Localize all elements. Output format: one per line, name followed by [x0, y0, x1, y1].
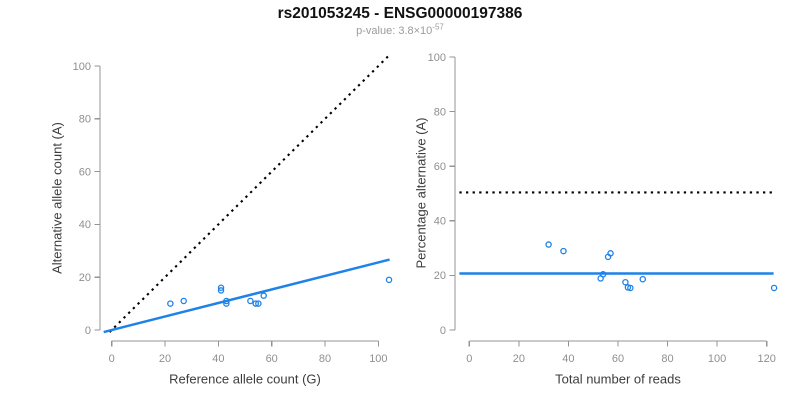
y-tick-label: 0 — [440, 325, 446, 337]
figure-title: rs201053245 - ENSG00000197386 — [277, 5, 523, 22]
right-plot: 0 20 40 60 80 100 0 20 40 60 80 100 120 — [428, 52, 778, 365]
x-tick-label: 0 — [466, 353, 472, 365]
x-tick-label: 120 — [757, 353, 775, 365]
right-y-axis-title: Percentage alternative (A) — [413, 117, 429, 269]
data-point — [223, 300, 230, 307]
data-point — [385, 276, 393, 284]
y-tick-label: 20 — [434, 270, 446, 282]
x-tick-label: 0 — [109, 353, 115, 365]
right-x-axis-title: Total number of reads — [555, 371, 681, 387]
x-tick-label: 40 — [212, 353, 224, 365]
x-tick-label: 60 — [266, 353, 278, 365]
x-tick-label: 80 — [661, 353, 673, 365]
data-point — [223, 297, 230, 305]
x-tick-label: 20 — [513, 353, 525, 365]
x-tick-label: 60 — [612, 353, 624, 365]
x-tick-label: 20 — [159, 353, 171, 365]
x-tick-label: 100 — [369, 353, 387, 365]
data-point — [607, 250, 614, 257]
identity-line — [108, 55, 390, 333]
y-tick-label: 40 — [434, 216, 446, 228]
left-x-axis-title: Reference allele count (G) — [169, 371, 321, 387]
data-point — [217, 284, 225, 292]
data-point — [639, 275, 647, 283]
y-tick-label: 40 — [79, 219, 91, 231]
y-tick-label: 20 — [79, 272, 91, 284]
y-tick-label: 80 — [434, 106, 446, 118]
data-point — [627, 284, 634, 292]
data-point — [560, 247, 567, 255]
y-tick-label: 100 — [73, 61, 91, 73]
pvalue-prefix: p-value: — [356, 25, 399, 37]
y-tick-label: 60 — [79, 166, 91, 178]
pvalue-exponent: -57 — [432, 22, 444, 32]
data-point — [255, 300, 262, 307]
data-point — [247, 297, 254, 305]
data-point — [770, 284, 778, 292]
data-point — [167, 300, 174, 307]
left-plot: 0 20 40 60 80 100 0 20 40 60 80 100 — [73, 55, 393, 365]
x-tick-label: 40 — [562, 353, 574, 365]
data-point — [260, 292, 267, 299]
data-point — [545, 241, 552, 248]
y-tick-label: 60 — [434, 161, 446, 173]
y-tick-label: 100 — [428, 52, 446, 64]
pvalue-base: 3.8×10 — [398, 25, 433, 37]
fit-line — [103, 258, 390, 334]
x-tick-label: 80 — [319, 353, 331, 365]
data-point — [180, 297, 187, 305]
data-point — [599, 271, 607, 278]
left-y-axis-title: Alternative allele count (A) — [49, 122, 65, 274]
figure-subtitle: p-value: 3.8×10-57 — [0, 22, 800, 37]
y-tick-label: 80 — [79, 114, 91, 126]
data-point — [252, 300, 259, 307]
data-point — [217, 287, 225, 294]
x-tick-label: 100 — [708, 353, 726, 365]
data-point — [622, 278, 629, 286]
y-tick-label: 0 — [85, 325, 91, 337]
